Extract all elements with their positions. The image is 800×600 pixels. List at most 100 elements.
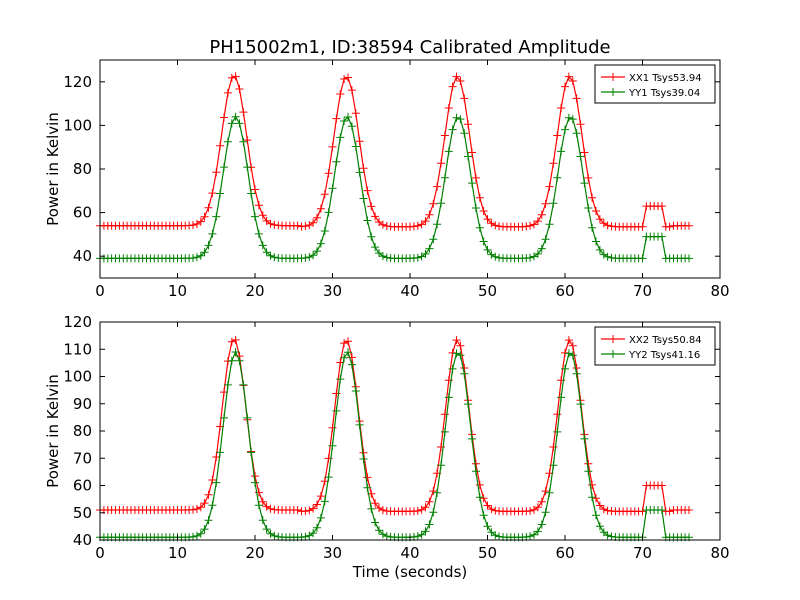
data-point <box>313 247 321 256</box>
data-point <box>588 223 597 232</box>
data-point <box>220 113 228 122</box>
data-point <box>448 82 457 91</box>
data-point <box>549 461 558 470</box>
data-point <box>313 500 321 509</box>
data-point <box>584 204 593 212</box>
x-tick-label: 10 <box>168 544 187 562</box>
data-point <box>378 530 387 539</box>
data-point <box>526 221 535 230</box>
data-point <box>367 232 376 241</box>
data-point <box>471 467 480 476</box>
x-tick-label: 20 <box>245 282 264 300</box>
data-point <box>320 497 329 506</box>
data-point <box>262 248 271 257</box>
x-tick-label: 70 <box>633 544 652 562</box>
data-point <box>371 243 380 252</box>
y-tick-label: 110 <box>63 340 92 358</box>
data-point <box>557 104 566 112</box>
data-point <box>595 501 604 510</box>
data-point <box>657 481 666 490</box>
y-tick-label: 100 <box>63 116 92 134</box>
data-point <box>301 253 310 262</box>
data-point <box>603 531 612 540</box>
data-point <box>378 220 387 229</box>
data-point <box>460 129 469 138</box>
data-point <box>444 104 453 112</box>
data-point <box>479 207 488 215</box>
data-point <box>231 72 240 81</box>
data-point <box>258 241 267 250</box>
data-point <box>526 506 535 515</box>
data-point <box>251 185 259 194</box>
data-point <box>533 527 542 536</box>
data-point <box>479 237 488 246</box>
data-point <box>231 348 240 356</box>
data-point <box>189 254 197 262</box>
data-point <box>437 159 445 168</box>
data-point <box>561 364 569 373</box>
data-point <box>568 351 577 360</box>
data-point <box>375 526 383 535</box>
data-point <box>216 141 225 150</box>
data-point <box>545 488 554 497</box>
data-point <box>212 168 221 177</box>
data-point <box>665 507 674 516</box>
data-point <box>363 186 372 195</box>
data-point <box>328 184 337 193</box>
data-point <box>545 220 554 229</box>
legend-box <box>594 326 716 366</box>
data-point <box>553 173 562 182</box>
data-point <box>522 222 531 231</box>
data-point <box>200 248 209 257</box>
data-point <box>223 88 232 97</box>
data-point <box>530 220 538 229</box>
data-point <box>545 182 554 191</box>
data-point <box>208 189 217 198</box>
y-tick-label: 70 <box>73 449 92 467</box>
x-tick-label: 40 <box>400 282 419 300</box>
data-point <box>231 335 240 344</box>
data-point <box>491 221 500 230</box>
data-point <box>452 113 461 122</box>
data-point <box>576 152 585 161</box>
data-point <box>382 253 391 262</box>
data-point <box>371 518 380 527</box>
data-point <box>204 203 213 212</box>
data-point <box>235 356 244 365</box>
x-tick-label: 30 <box>323 544 342 562</box>
data-point <box>572 129 581 138</box>
data-point <box>216 448 225 457</box>
data-point <box>564 336 573 345</box>
y-tick-label: 80 <box>73 422 92 440</box>
data-point <box>336 90 345 98</box>
data-point <box>537 210 546 219</box>
legend-label: XX1 Tsys53.94 <box>629 73 702 84</box>
data-point <box>235 85 244 93</box>
data-point <box>332 114 341 123</box>
data-point <box>603 252 612 261</box>
data-point <box>475 223 484 232</box>
data-point <box>592 237 600 246</box>
data-point <box>537 497 546 506</box>
data-point <box>588 493 597 502</box>
data-point <box>572 94 581 103</box>
data-point <box>227 119 236 128</box>
data-point <box>301 222 310 231</box>
data-point <box>355 137 364 146</box>
data-point <box>332 157 341 166</box>
data-point <box>336 133 345 142</box>
data-point <box>475 493 484 502</box>
data-point <box>665 222 674 231</box>
data-point <box>309 504 318 513</box>
data-point <box>328 441 337 450</box>
data-point <box>429 487 438 496</box>
y-axis-label: Power in Kelvin <box>44 374 62 488</box>
data-point <box>340 75 349 83</box>
data-point <box>227 356 236 365</box>
data-point <box>425 520 434 529</box>
data-point <box>592 207 600 215</box>
data-point <box>413 253 422 262</box>
data-point <box>262 525 271 534</box>
data-point <box>196 503 205 512</box>
data-point <box>657 506 666 514</box>
